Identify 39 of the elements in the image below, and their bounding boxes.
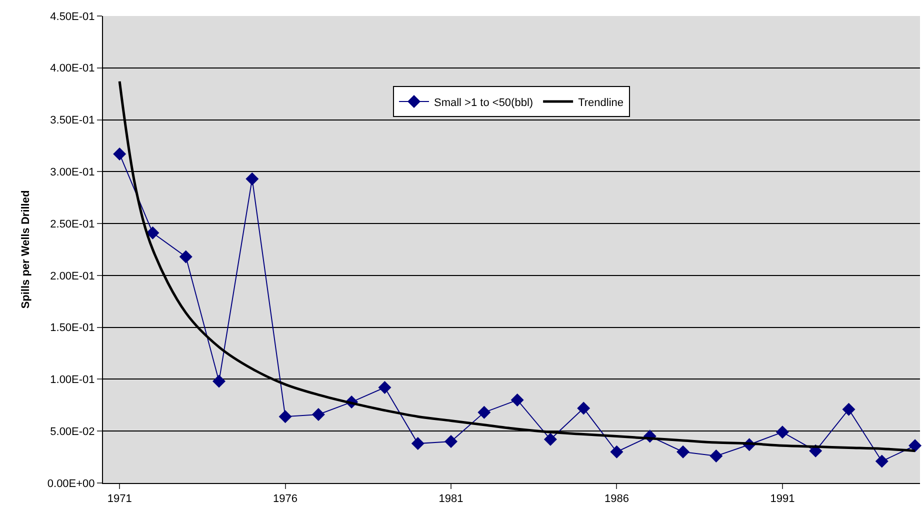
y-tick-label: 0.00E+00 bbox=[47, 478, 95, 490]
point bbox=[610, 445, 624, 458]
point bbox=[842, 402, 856, 416]
point bbox=[378, 381, 392, 394]
point bbox=[510, 393, 524, 406]
y-tick-label: 5.00E-02 bbox=[50, 426, 95, 438]
y-tick-label: 4.00E-01 bbox=[50, 62, 95, 75]
point bbox=[312, 408, 325, 422]
point bbox=[278, 410, 292, 424]
y-tick-label: 2.50E-01 bbox=[50, 218, 95, 230]
y-tick-label: 1.00E-01 bbox=[50, 374, 95, 386]
point bbox=[478, 406, 491, 419]
legend-label: Trendline bbox=[578, 96, 624, 109]
x-tick-label: 1971 bbox=[107, 493, 132, 506]
point bbox=[908, 439, 922, 452]
y-tick-label: 2.00E-01 bbox=[50, 270, 95, 282]
point bbox=[179, 250, 192, 264]
point bbox=[710, 450, 723, 463]
point bbox=[246, 172, 259, 186]
point bbox=[411, 437, 424, 450]
point bbox=[577, 402, 590, 415]
x-tick-label: 1976 bbox=[273, 493, 298, 506]
x-tick-label: 1991 bbox=[770, 493, 795, 506]
point bbox=[875, 454, 888, 468]
y-tick-label: 3.50E-01 bbox=[50, 114, 95, 127]
point bbox=[544, 432, 557, 446]
y-axis-title: Spills per Wells Drilled bbox=[20, 190, 32, 309]
x-tick-label: 1981 bbox=[438, 493, 464, 506]
point bbox=[113, 148, 126, 161]
point bbox=[676, 445, 690, 458]
y-tick-label: 1.50E-01 bbox=[50, 322, 95, 334]
y-tick-label: 3.00E-01 bbox=[50, 166, 95, 179]
point bbox=[146, 226, 160, 240]
legend-label: Small >1 to <50(bbl) bbox=[434, 96, 534, 109]
point bbox=[212, 374, 226, 388]
x-tick-label: 1986 bbox=[604, 493, 629, 506]
y-tick-label: 4.50E-01 bbox=[50, 10, 95, 23]
point bbox=[444, 434, 458, 448]
point bbox=[776, 426, 789, 439]
